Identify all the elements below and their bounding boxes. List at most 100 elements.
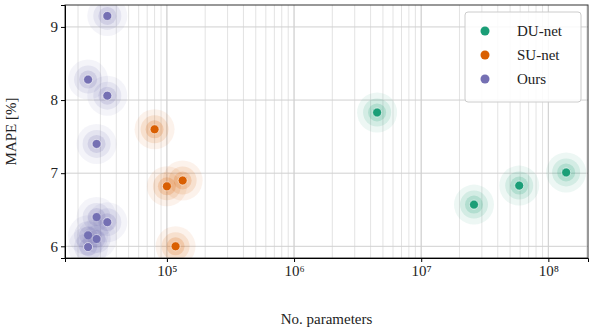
minor-grid-line <box>205 5 206 258</box>
halo <box>74 233 102 258</box>
tick-mark <box>61 173 65 174</box>
point <box>373 108 382 117</box>
series <box>357 92 586 224</box>
point <box>469 200 478 209</box>
tick: 10⁵ <box>157 258 177 279</box>
point <box>178 176 187 185</box>
minor-grid-line <box>281 5 282 258</box>
tick-label: 10⁶ <box>284 263 304 279</box>
halo <box>510 177 528 195</box>
minor-grid-line <box>274 5 275 258</box>
x-axis-title: No. parameters <box>281 311 373 327</box>
tick-label: 10⁸ <box>539 263 559 279</box>
minor-grid-line <box>128 5 129 258</box>
minor-grid-line <box>332 5 333 258</box>
minor-grid-line <box>243 5 244 258</box>
x-axis: 10⁵ 10⁶ 10⁷ 10⁸ <box>66 258 589 279</box>
legend-label: Ours <box>517 71 546 87</box>
tick-mark <box>61 246 65 247</box>
halo <box>163 160 203 200</box>
halo <box>363 98 391 126</box>
halo <box>357 92 397 132</box>
halo <box>79 238 97 256</box>
minor-grid-line <box>294 5 295 258</box>
halo <box>141 115 169 143</box>
legend-label: SU-net <box>517 47 560 63</box>
halo <box>174 171 192 189</box>
halo <box>98 7 116 25</box>
tick-mark <box>548 258 549 262</box>
series <box>68 5 127 258</box>
tick-label: 7 <box>51 165 59 181</box>
tick-mark <box>61 100 65 101</box>
point <box>103 11 112 20</box>
tick: 9 <box>51 19 66 35</box>
halo <box>162 232 190 258</box>
chart: 10⁵ 10⁶ 10⁷ 10⁸ 6 7 8 9 DU-net SU-net Ours No. para… <box>0 0 592 330</box>
halo <box>83 130 111 158</box>
halo <box>167 237 185 255</box>
minor-grid-line <box>401 5 402 258</box>
y-axis: 6 7 8 9 <box>51 6 66 259</box>
tick: 10⁸ <box>539 258 559 279</box>
halo <box>77 124 117 164</box>
grid <box>65 5 588 258</box>
legend-marker <box>481 75 490 84</box>
minor-grid-line <box>354 5 355 258</box>
halo <box>465 196 483 214</box>
halo <box>93 82 121 110</box>
frame <box>65 5 588 258</box>
minor-grid-line <box>288 5 289 258</box>
halo <box>135 109 175 149</box>
point <box>103 91 112 100</box>
minor-grid-line <box>227 5 228 258</box>
legend-marker <box>481 27 490 36</box>
tick: 6 <box>51 239 66 255</box>
halo <box>499 166 539 206</box>
halo <box>87 76 127 116</box>
tick-mark <box>421 258 422 262</box>
tick-label: 8 <box>51 92 59 108</box>
point <box>515 181 524 190</box>
legend-label: DU-net <box>517 23 563 39</box>
tick: 10⁶ <box>284 258 304 279</box>
point <box>84 243 93 252</box>
halo <box>98 87 116 105</box>
legend-marker <box>481 51 490 60</box>
tick: 10⁷ <box>412 258 432 279</box>
halo <box>68 227 108 258</box>
tick-label: 6 <box>51 239 59 255</box>
minor-grid-line <box>408 5 409 258</box>
point <box>562 168 571 177</box>
minor-grid-line <box>265 5 266 258</box>
minor-grid-line <box>415 5 416 258</box>
minor-grid-line <box>421 5 422 258</box>
points <box>68 5 586 258</box>
grid-line <box>421 5 422 258</box>
tick-mark <box>61 27 65 28</box>
minor-grid-line <box>255 5 256 258</box>
tick-mark <box>294 258 295 262</box>
minor-grid-line <box>459 5 460 258</box>
point <box>92 139 101 148</box>
halo <box>169 166 197 194</box>
tick: 8 <box>51 92 66 108</box>
halo <box>146 120 164 138</box>
legend-box <box>465 12 581 102</box>
halo <box>546 152 586 192</box>
halo <box>557 163 575 181</box>
y-axis-title: MAPE [%] <box>3 98 19 166</box>
halo <box>454 185 494 225</box>
halo <box>87 5 127 36</box>
tick: 7 <box>51 165 66 181</box>
series <box>135 109 203 258</box>
tick-label: 10⁷ <box>412 263 432 279</box>
tick-label: 10⁵ <box>157 263 177 279</box>
point <box>171 242 180 251</box>
tick-label: 9 <box>51 19 59 35</box>
minor-grid-line <box>392 5 393 258</box>
legend: DU-net SU-net Ours <box>465 12 581 102</box>
axis-line <box>66 259 589 263</box>
halo <box>460 191 488 219</box>
halo <box>368 103 386 121</box>
